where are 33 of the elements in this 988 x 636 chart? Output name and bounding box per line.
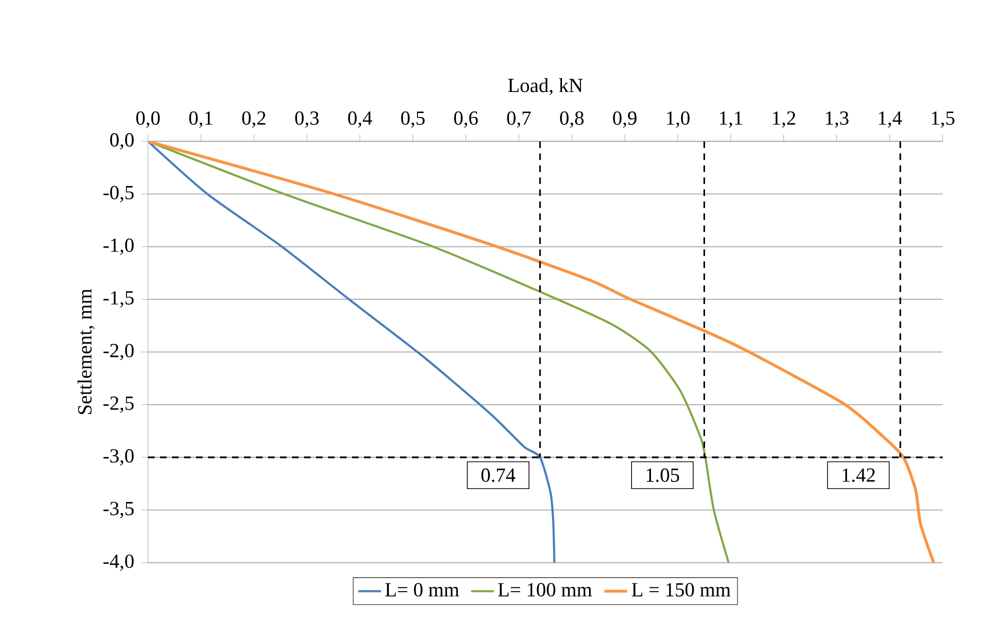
y-tick-label: -2,5 [103,396,134,413]
x-axis-title: Load, kN [508,78,583,96]
y-tick-label: -1,5 [103,291,134,308]
x-tick-label: 1,2 [773,111,796,128]
y-tick-label: -2,0 [103,344,134,360]
legend-label: L = 150 mm [632,583,731,597]
ref-line-label: 1.42 [842,468,875,482]
y-tick-label: -1,0 [103,238,134,255]
y-tick-label: -0,5 [103,186,134,202]
y-tick-label: -3,5 [103,502,134,518]
x-tick-label: 1,5 [932,111,954,128]
y-tick-label: -4,0 [103,554,134,571]
x-tick-label: 1,1 [720,111,742,128]
x-tick-label: 1,0 [667,111,690,128]
x-tick-label: 1,3 [826,111,848,128]
x-tick-label: 0,2 [242,111,266,128]
x-tick-label: 0,8 [560,111,584,128]
x-tick-label: 0,7 [507,111,531,128]
ref-line-label: 0.74 [481,468,516,482]
x-tick-label: 0,9 [613,111,636,128]
ref-line-label: 1.05 [646,468,680,482]
x-tick-label: 1,4 [878,111,902,128]
y-tick-label: -3,0 [103,449,134,466]
x-tick-label: 0,5 [401,111,425,128]
x-tick-label: 0,0 [136,111,160,128]
x-tick-label: 0,4 [348,111,372,128]
y-axis-title: Settlement, mm [78,288,94,414]
legend-label: L= 100 mm [498,583,592,597]
legend-label: L= 0 mm [385,583,460,597]
x-tick-label: 0,1 [189,111,212,128]
y-tick-label: 0,0 [110,133,134,150]
x-tick-label: 0,3 [295,111,319,128]
x-tick-label: 0,6 [454,111,478,128]
